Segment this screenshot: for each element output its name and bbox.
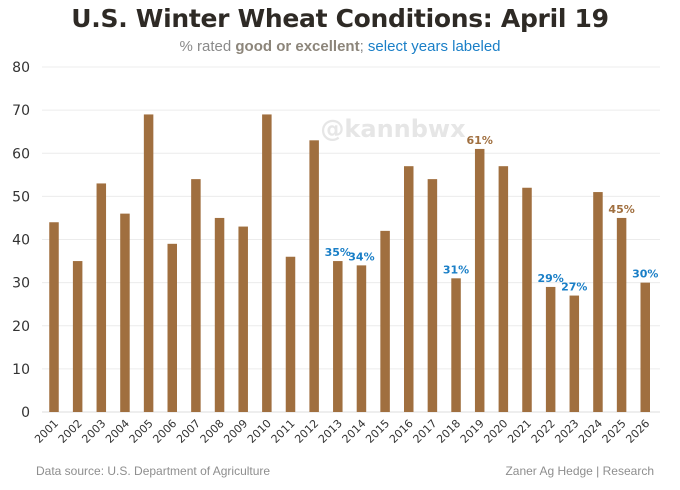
- bars: [49, 114, 650, 412]
- y-axis-ticks: 0 10 20 30 40 50 60 70 80: [12, 60, 30, 421]
- x-tick-label: 2022: [529, 417, 558, 446]
- bar-2006: [167, 243, 177, 412]
- bar-2021: [522, 187, 532, 412]
- x-tick-label: 2010: [245, 417, 274, 446]
- bar-2022: [545, 286, 556, 412]
- credit: Zaner Ag Hedge | Research: [505, 464, 654, 478]
- bar-2015: [380, 230, 390, 412]
- bar-2013: [333, 261, 343, 412]
- x-tick-label: 2018: [434, 417, 463, 446]
- bar-2004: [120, 213, 130, 412]
- x-tick-label: 2009: [221, 417, 250, 446]
- x-tick-label: 2015: [363, 417, 392, 446]
- subtitle-separator: ;: [359, 38, 368, 55]
- y-tick-label: 60: [12, 146, 30, 162]
- data-labels: 35%34% 31% 61% 29%27% 45% 30%: [325, 134, 659, 294]
- y-tick-label: 10: [12, 362, 30, 378]
- x-tick-label: 2013: [316, 417, 345, 446]
- x-tick-label: 2023: [552, 417, 581, 446]
- watermark: @kannbwx: [320, 115, 466, 143]
- y-tick-label: 40: [12, 233, 30, 249]
- y-tick-label: 20: [12, 319, 30, 335]
- x-tick-label: 2005: [127, 417, 156, 446]
- bar-2005: [143, 114, 154, 412]
- chart-title: U.S. Winter Wheat Conditions: April 19: [71, 4, 609, 33]
- bar-2002: [72, 261, 83, 412]
- bar-2023: [569, 295, 580, 412]
- x-tick-label: 2014: [340, 417, 369, 446]
- subtitle-prefix: % rated: [179, 38, 236, 55]
- x-tick-label: 2025: [600, 417, 629, 446]
- x-tick-label: 2024: [576, 417, 605, 446]
- subtitle-bold: good or excellent: [235, 38, 360, 55]
- data-label-2018: 31%: [443, 263, 469, 276]
- x-tick-label: 2001: [32, 417, 61, 446]
- x-tick-label: 2012: [292, 417, 321, 446]
- data-label-2022: 29%: [537, 272, 563, 285]
- bar-2019: [474, 148, 485, 412]
- bar-2018: [451, 278, 461, 412]
- data-label-2025: 45%: [608, 203, 634, 216]
- bar-2024: [593, 192, 603, 412]
- bar-2011: [285, 256, 296, 412]
- x-axis-ticks: 2001200220032004200520062007200820092010…: [32, 417, 652, 446]
- x-tick-label: 2003: [79, 417, 108, 446]
- bar-2014: [356, 265, 367, 412]
- data-label-2013: 35%: [325, 246, 351, 259]
- bar-2001: [49, 222, 59, 412]
- y-tick-label: 0: [21, 405, 30, 421]
- x-tick-label: 2006: [150, 417, 179, 446]
- bar-2020: [498, 166, 509, 412]
- x-tick-label: 2026: [623, 417, 652, 446]
- bar-2007: [191, 179, 201, 412]
- y-tick-label: 70: [12, 103, 30, 119]
- bar-2012: [309, 140, 319, 412]
- bar-2025: [616, 217, 627, 412]
- bar-2017: [427, 179, 438, 412]
- data-label-2014: 34%: [348, 250, 374, 263]
- x-tick-label: 2007: [174, 417, 203, 446]
- x-tick-label: 2002: [56, 417, 85, 446]
- bar-2026: [640, 282, 650, 412]
- x-tick-label: 2008: [198, 417, 227, 446]
- x-tick-label: 2021: [505, 417, 534, 446]
- x-tick-label: 2020: [481, 417, 510, 446]
- data-label-2019: 61%: [467, 134, 493, 147]
- x-tick-label: 2019: [458, 417, 487, 446]
- bar-2003: [96, 183, 107, 412]
- y-tick-label: 50: [12, 189, 30, 205]
- chart-subtitle: % rated good or excellent; select years …: [0, 38, 680, 55]
- x-tick-label: 2011: [269, 417, 298, 446]
- x-tick-label: 2016: [387, 417, 416, 446]
- data-source: Data source: U.S. Department of Agricult…: [36, 464, 271, 478]
- bar-2009: [238, 226, 248, 412]
- bar-2016: [404, 166, 414, 412]
- x-tick-label: 2017: [411, 417, 440, 446]
- y-tick-label: 80: [12, 60, 30, 76]
- data-label-2026: 30%: [632, 268, 658, 281]
- y-tick-label: 30: [12, 276, 30, 292]
- subtitle-highlight: select years labeled: [367, 38, 501, 55]
- data-label-2023: 27%: [561, 281, 587, 294]
- x-tick-label: 2004: [103, 417, 132, 446]
- bar-2008: [214, 217, 225, 412]
- bar-2010: [262, 114, 272, 412]
